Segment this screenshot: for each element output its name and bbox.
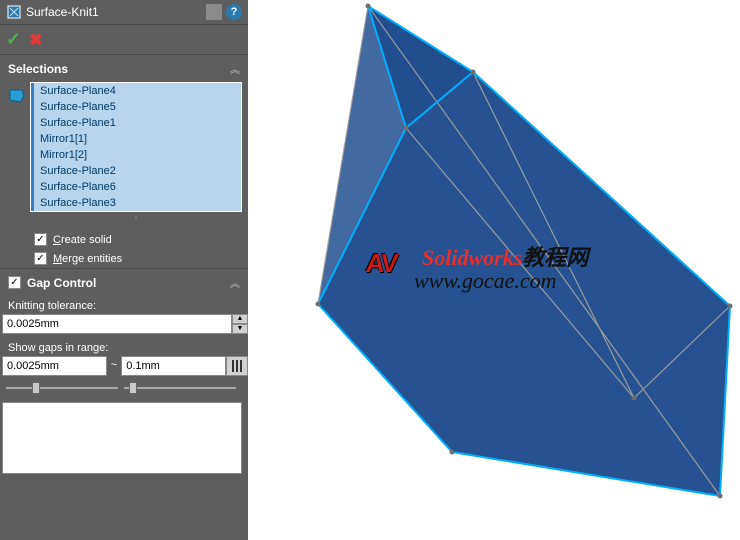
- range-min-slider[interactable]: [6, 380, 124, 396]
- panel-title: Surface-Knit1: [26, 5, 206, 19]
- help-button[interactable]: ?: [226, 4, 242, 20]
- resize-grip-icon[interactable]: ◦: [30, 212, 242, 222]
- tolerance-input[interactable]: 0.0025mm: [2, 314, 232, 334]
- list-item[interactable]: Surface-Plane5: [31, 99, 241, 115]
- stepper-down-icon[interactable]: ▼: [232, 324, 248, 334]
- range-sep: ~: [107, 356, 121, 376]
- ok-button[interactable]: ✓: [6, 29, 21, 50]
- list-item[interactable]: Mirror1[2]: [31, 147, 241, 163]
- chevron-up-icon: ︽: [230, 275, 240, 290]
- gaps-list[interactable]: [2, 402, 242, 474]
- faces-icon[interactable]: [6, 86, 26, 106]
- range-label: Show gaps in range:: [0, 338, 248, 356]
- create-solid-checkbox[interactable]: ✓: [34, 233, 47, 246]
- range-input-row: 0.0025mm ~ 0.1mm: [0, 356, 248, 378]
- gap-control-checkbox[interactable]: ✓: [8, 276, 21, 289]
- create-solid-label: Create solid: [53, 234, 112, 246]
- list-item[interactable]: Surface-Plane1: [31, 115, 241, 131]
- range-max-slider[interactable]: [124, 380, 242, 396]
- graphics-viewport[interactable]: AV Solidworks教程网 www.gocae.com: [248, 0, 740, 540]
- list-item[interactable]: Surface-Plane4: [31, 83, 241, 99]
- list-item[interactable]: Surface-Plane2: [31, 163, 241, 179]
- chevron-up-icon: ︽: [230, 61, 240, 76]
- cancel-button[interactable]: ✖: [29, 30, 42, 50]
- range-preset-icon[interactable]: [226, 356, 248, 376]
- tolerance-label: Knitting tolerance:: [0, 296, 248, 314]
- list-item[interactable]: Surface-Plane3: [31, 195, 241, 211]
- range-max-input[interactable]: 0.1mm: [121, 356, 226, 376]
- merge-entities-label: Merge entities: [53, 253, 122, 265]
- panel-titlebar: Surface-Knit1 ?: [0, 0, 248, 25]
- slider-thumb-icon[interactable]: [32, 382, 40, 394]
- range-sliders: [0, 378, 248, 400]
- merge-entities-row[interactable]: ✓ Merge entities: [0, 249, 248, 268]
- range-min-input[interactable]: 0.0025mm: [2, 356, 107, 376]
- feature-icon: [6, 4, 22, 20]
- gap-control-label: Gap Control: [27, 276, 224, 290]
- tolerance-stepper[interactable]: ▲ ▼: [232, 314, 248, 334]
- selections-list[interactable]: Surface-Plane4Surface-Plane5Surface-Plan…: [30, 82, 242, 212]
- merge-entities-checkbox[interactable]: ✓: [34, 252, 47, 265]
- list-item[interactable]: Mirror1[1]: [31, 131, 241, 147]
- slider-thumb-icon[interactable]: [129, 382, 137, 394]
- tolerance-input-row: 0.0025mm ▲ ▼: [0, 314, 248, 338]
- selections-header[interactable]: Selections ︽: [0, 55, 248, 80]
- ok-cancel-row: ✓ ✖: [0, 25, 248, 55]
- list-item[interactable]: Surface-Plane6: [31, 179, 241, 195]
- create-solid-row[interactable]: ✓ Create solid: [0, 230, 248, 249]
- selections-body: Surface-Plane4Surface-Plane5Surface-Plan…: [0, 80, 248, 230]
- model-scene: [248, 0, 740, 540]
- pin-icon[interactable]: [206, 4, 222, 20]
- selections-label: Selections: [8, 62, 68, 76]
- property-panel: Surface-Knit1 ? ✓ ✖ Selections ︽ Surface…: [0, 0, 248, 540]
- stepper-up-icon[interactable]: ▲: [232, 314, 248, 324]
- gap-control-header[interactable]: ✓ Gap Control ︽: [0, 268, 248, 296]
